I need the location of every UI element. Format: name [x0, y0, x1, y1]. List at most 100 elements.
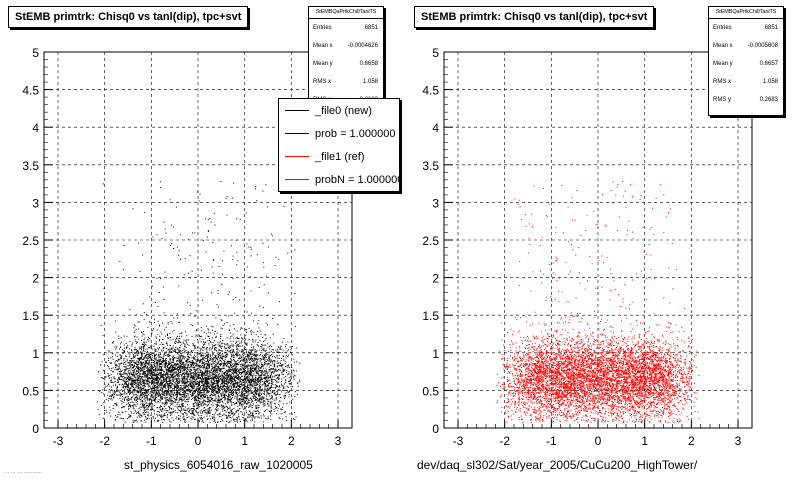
data-point — [141, 353, 142, 355]
data-point — [202, 377, 203, 379]
data-point — [237, 409, 239, 411]
data-point — [221, 405, 223, 407]
data-point — [130, 381, 132, 383]
data-point — [134, 410, 136, 412]
data-point — [263, 341, 265, 343]
data-point — [236, 264, 238, 266]
data-point — [251, 357, 253, 359]
data-point — [256, 413, 257, 414]
data-point — [276, 354, 278, 356]
data-point — [177, 381, 179, 382]
data-point — [235, 380, 237, 382]
data-point — [185, 395, 187, 397]
data-point — [192, 356, 194, 358]
data-point — [239, 372, 241, 374]
data-point — [263, 359, 265, 361]
data-point — [136, 379, 138, 381]
data-point — [112, 353, 114, 355]
data-point — [125, 396, 127, 398]
data-point — [188, 384, 190, 386]
data-point — [204, 356, 206, 358]
data-point — [182, 418, 184, 420]
data-point — [118, 348, 120, 350]
data-point — [130, 406, 132, 408]
data-point — [136, 416, 138, 418]
data-point — [293, 377, 294, 379]
data-point — [151, 385, 153, 387]
data-point — [133, 332, 135, 334]
data-point — [169, 367, 171, 369]
data-point — [208, 396, 210, 398]
data-point — [281, 351, 283, 353]
data-point — [187, 395, 189, 397]
data-point — [170, 371, 172, 373]
data-point — [269, 410, 271, 412]
data-point — [185, 359, 187, 361]
data-point — [198, 390, 200, 392]
data-point — [136, 354, 138, 356]
data-point — [163, 415, 165, 417]
data-point — [284, 395, 286, 397]
data-point — [268, 355, 270, 357]
data-point — [172, 383, 174, 385]
data-point — [233, 383, 235, 385]
data-point — [135, 354, 137, 356]
data-point — [192, 394, 194, 396]
data-point — [209, 338, 211, 340]
data-point — [143, 331, 144, 332]
data-point — [193, 405, 195, 407]
data-point — [231, 386, 233, 388]
data-point — [229, 352, 231, 354]
data-point — [175, 412, 177, 414]
data-point — [210, 385, 212, 387]
data-point — [204, 395, 206, 397]
data-point — [133, 388, 135, 390]
data-point — [206, 368, 208, 370]
data-point — [121, 341, 123, 343]
data-point — [206, 372, 208, 374]
data-point — [152, 377, 154, 379]
data-point — [234, 385, 236, 387]
data-point — [246, 372, 248, 374]
data-point — [111, 399, 113, 401]
data-point — [174, 410, 176, 412]
data-point — [112, 395, 114, 396]
data-point — [245, 392, 247, 394]
data-point — [231, 345, 233, 347]
data-point — [181, 408, 182, 410]
data-point — [144, 375, 146, 377]
data-point — [163, 370, 165, 372]
data-point — [173, 408, 174, 410]
data-point — [189, 370, 191, 372]
data-point — [212, 361, 214, 363]
data-point — [247, 391, 249, 393]
data-point — [246, 356, 248, 357]
data-point — [182, 409, 184, 411]
data-point — [264, 363, 266, 365]
data-point — [196, 360, 198, 362]
data-point — [248, 374, 250, 375]
data-point — [263, 400, 265, 402]
data-point — [179, 393, 180, 395]
data-point — [210, 384, 212, 386]
histogram-panel-new: -3 -2 -1 0 1 2 3 0 0.5 1 1.5 2 2.5 3 3.5 4 4.5 5 StEMB pr… — [4, 6, 400, 475]
data-point — [144, 365, 146, 367]
data-point — [252, 374, 254, 376]
data-point — [142, 362, 144, 364]
data-point — [274, 374, 276, 376]
data-point — [176, 369, 178, 371]
data-point — [221, 350, 223, 351]
data-point — [264, 356, 266, 358]
data-point — [252, 415, 254, 416]
data-point — [205, 409, 207, 411]
data-point — [258, 394, 259, 396]
data-point — [148, 354, 150, 356]
data-point — [260, 389, 262, 391]
data-point — [146, 402, 148, 404]
data-point — [139, 406, 141, 408]
data-point — [169, 348, 171, 350]
data-point — [135, 364, 137, 365]
data-point — [240, 380, 242, 382]
data-point — [143, 383, 145, 385]
data-point — [168, 384, 170, 386]
